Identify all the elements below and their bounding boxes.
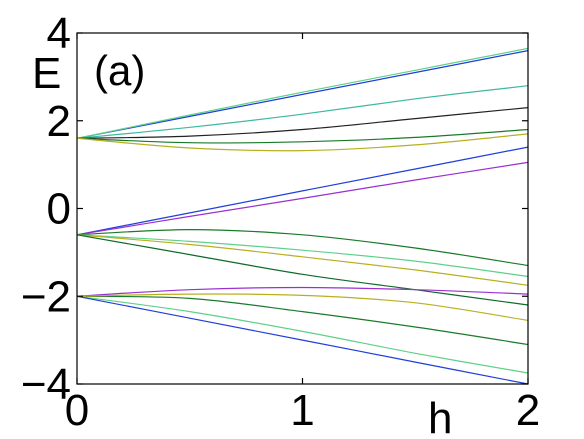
y-tick-label: 4 bbox=[47, 9, 71, 58]
y-tick-label: −4 bbox=[21, 360, 71, 409]
y-tick-label: 0 bbox=[47, 185, 71, 234]
y-axis-label: E bbox=[32, 49, 61, 98]
series-line-16 bbox=[76, 286, 529, 297]
y-tick-label: 2 bbox=[47, 97, 71, 146]
series-line-2 bbox=[76, 47, 529, 139]
series-line-9 bbox=[76, 228, 529, 267]
series-line-14 bbox=[76, 295, 529, 374]
series-line-12 bbox=[76, 234, 529, 306]
series-line-4 bbox=[76, 107, 529, 139]
series-line-3 bbox=[76, 85, 529, 139]
x-tick-label: 2 bbox=[516, 386, 540, 435]
series-line-17 bbox=[76, 293, 529, 321]
series-line-6 bbox=[76, 133, 529, 152]
series-line-8 bbox=[76, 161, 529, 236]
series-line-15 bbox=[76, 295, 529, 385]
tick-layer: −4 −2 0 2 4 0 1 2 bbox=[21, 9, 540, 435]
series-line-10 bbox=[76, 234, 529, 278]
series-layer bbox=[76, 47, 529, 385]
x-tick-label: 0 bbox=[65, 386, 89, 435]
x-tick-label: 1 bbox=[290, 386, 314, 435]
x-axis-label: h bbox=[428, 394, 452, 439]
panel-label: (a) bbox=[94, 47, 145, 94]
series-line-5 bbox=[76, 128, 529, 144]
series-line-13 bbox=[76, 295, 529, 346]
series-line-11 bbox=[76, 234, 529, 286]
series-line-7 bbox=[76, 146, 529, 236]
series-line-1 bbox=[76, 50, 529, 139]
y-tick-label: −2 bbox=[21, 272, 71, 321]
